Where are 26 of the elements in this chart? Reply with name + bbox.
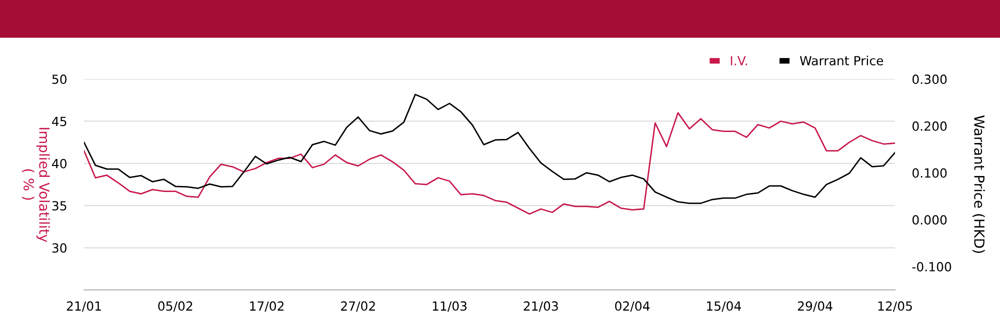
y2-tick-label: 0.300 bbox=[912, 74, 947, 84]
x-tick-label: 17/02 bbox=[250, 301, 284, 312]
line-series bbox=[84, 112, 895, 215]
x-tick-label: 29/04 bbox=[798, 301, 832, 312]
x-tick-label: 11/03 bbox=[432, 301, 467, 312]
y2-tick-label: -0.100 bbox=[912, 262, 952, 272]
y-tick-label: 50 bbox=[52, 74, 67, 84]
y-tick-label: 45 bbox=[52, 116, 66, 126]
y2-axis-title: Warrant Price (HKD) bbox=[972, 115, 985, 253]
y2-tick-label: 0.100 bbox=[912, 168, 947, 178]
y-tick-label: 40 bbox=[52, 158, 67, 168]
y-axis-title: Implied Volatility ( % ) bbox=[22, 128, 50, 242]
x-tick-label: 27/02 bbox=[341, 301, 375, 312]
line-series bbox=[84, 94, 895, 204]
x-tick-label: 21/01 bbox=[66, 301, 101, 312]
y2-tick-label: 0.200 bbox=[912, 121, 947, 131]
x-tick-label: 15/04 bbox=[707, 301, 741, 312]
y-tick-label: 35 bbox=[52, 201, 66, 211]
y-tick-label: 30 bbox=[52, 243, 67, 253]
x-tick-label: 05/02 bbox=[158, 301, 192, 312]
y2-tick-label: 0.000 bbox=[912, 215, 947, 225]
legend-label: Warrant Price bbox=[800, 56, 884, 66]
x-tick-label: 02/04 bbox=[615, 301, 650, 312]
x-tick-label: 12/05 bbox=[878, 301, 912, 312]
x-tick-label: 21/03 bbox=[524, 301, 558, 312]
legend-label: I.V. bbox=[730, 56, 747, 66]
